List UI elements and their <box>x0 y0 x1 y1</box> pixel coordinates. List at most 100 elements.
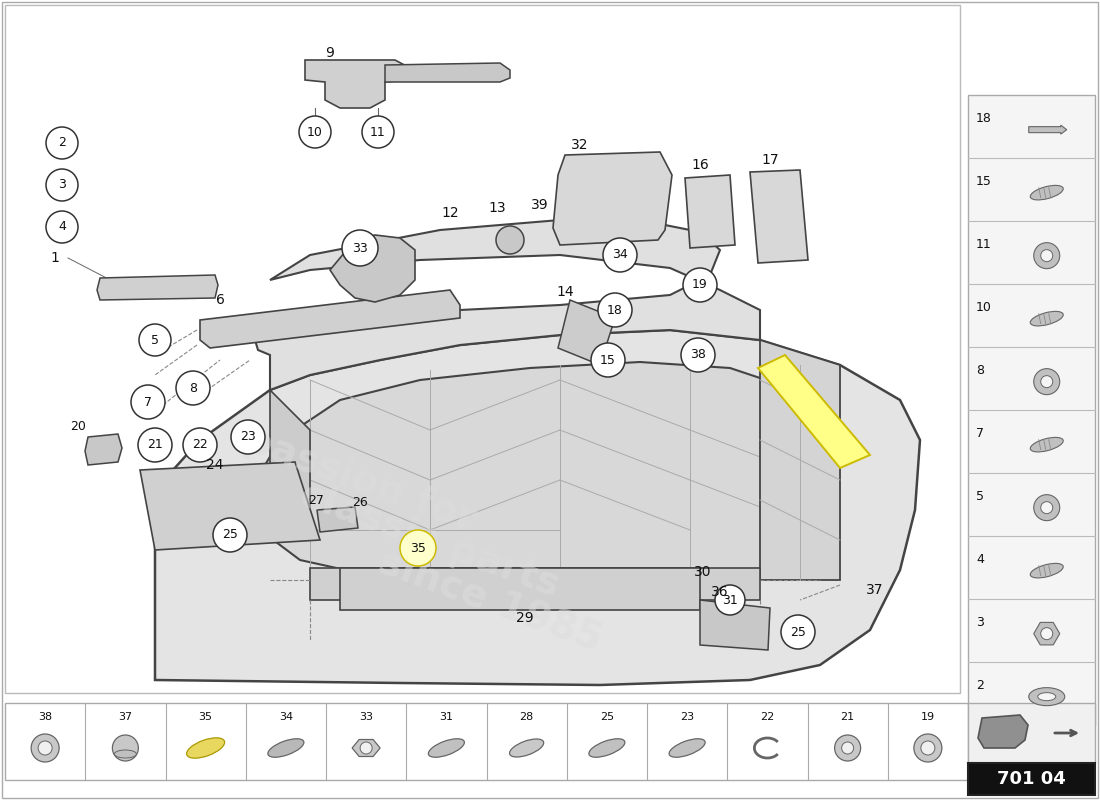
Polygon shape <box>685 175 735 248</box>
Circle shape <box>1041 250 1053 262</box>
Text: 27: 27 <box>308 494 323 506</box>
Text: 5: 5 <box>976 490 984 503</box>
Circle shape <box>921 741 935 755</box>
Text: 31: 31 <box>439 712 453 722</box>
Text: 24: 24 <box>207 458 223 472</box>
Ellipse shape <box>1031 186 1064 200</box>
Polygon shape <box>200 290 460 348</box>
Circle shape <box>231 420 265 454</box>
Polygon shape <box>758 355 870 468</box>
Text: 19: 19 <box>692 278 708 291</box>
Text: 30: 30 <box>694 565 712 579</box>
Circle shape <box>1034 494 1059 521</box>
Polygon shape <box>255 220 760 390</box>
Text: 20: 20 <box>70 421 86 434</box>
Circle shape <box>46 127 78 159</box>
Circle shape <box>299 116 331 148</box>
Bar <box>968 95 1094 725</box>
Circle shape <box>400 530 436 566</box>
Circle shape <box>603 238 637 272</box>
Text: 37: 37 <box>867 583 883 597</box>
Text: 11: 11 <box>976 238 992 251</box>
Text: 10: 10 <box>307 126 323 138</box>
Text: 31: 31 <box>722 594 738 606</box>
Text: 38: 38 <box>39 712 52 722</box>
Text: classic parts: classic parts <box>295 475 564 605</box>
Text: 6: 6 <box>216 293 224 307</box>
Text: 34: 34 <box>278 712 293 722</box>
Circle shape <box>496 226 524 254</box>
Text: 16: 16 <box>691 158 708 172</box>
Text: 701 04: 701 04 <box>997 770 1066 788</box>
Circle shape <box>362 116 394 148</box>
Ellipse shape <box>1037 693 1056 701</box>
Ellipse shape <box>268 738 304 758</box>
Text: 23: 23 <box>680 712 694 722</box>
Circle shape <box>681 338 715 372</box>
Ellipse shape <box>187 738 224 758</box>
Circle shape <box>46 169 78 201</box>
Text: 7: 7 <box>976 427 984 441</box>
Text: 9: 9 <box>326 46 334 60</box>
Text: 7: 7 <box>144 395 152 409</box>
Circle shape <box>39 741 52 755</box>
Polygon shape <box>330 235 415 302</box>
Text: 25: 25 <box>790 626 806 638</box>
Circle shape <box>914 734 942 762</box>
Text: 25: 25 <box>600 712 614 722</box>
Polygon shape <box>553 152 672 245</box>
Circle shape <box>1034 242 1059 269</box>
Circle shape <box>715 585 745 615</box>
Text: 17: 17 <box>761 153 779 167</box>
Text: 18: 18 <box>607 303 623 317</box>
Text: 4: 4 <box>976 554 983 566</box>
Text: 33: 33 <box>352 242 367 254</box>
Circle shape <box>31 734 59 762</box>
Text: 21: 21 <box>840 712 855 722</box>
Text: 8: 8 <box>189 382 197 394</box>
Text: 4: 4 <box>58 221 66 234</box>
Text: since 1985: since 1985 <box>373 542 607 658</box>
Text: 28: 28 <box>519 712 534 722</box>
Polygon shape <box>700 600 770 650</box>
Polygon shape <box>305 60 410 108</box>
Text: 23: 23 <box>240 430 256 443</box>
Circle shape <box>360 742 372 754</box>
Polygon shape <box>750 170 808 263</box>
Text: 37: 37 <box>119 712 132 722</box>
Text: 34: 34 <box>612 249 628 262</box>
Polygon shape <box>155 330 920 685</box>
Ellipse shape <box>1028 688 1065 706</box>
Text: 18: 18 <box>976 113 992 126</box>
Polygon shape <box>1034 622 1059 645</box>
Polygon shape <box>340 568 700 610</box>
Circle shape <box>1041 628 1053 640</box>
Text: 22: 22 <box>192 438 208 451</box>
Bar <box>968 763 1094 795</box>
Ellipse shape <box>1031 563 1064 578</box>
Text: 21: 21 <box>147 438 163 451</box>
Circle shape <box>213 518 248 552</box>
Text: 22: 22 <box>760 712 774 722</box>
Circle shape <box>342 230 378 266</box>
FancyArrow shape <box>1028 125 1067 134</box>
Text: 12: 12 <box>441 206 459 220</box>
Circle shape <box>183 428 217 462</box>
Text: 19: 19 <box>921 712 935 722</box>
Text: 10: 10 <box>976 302 992 314</box>
Bar <box>968 703 1094 763</box>
Text: passion for: passion for <box>239 421 481 539</box>
Text: 8: 8 <box>976 365 984 378</box>
Circle shape <box>598 293 632 327</box>
Text: 33: 33 <box>359 712 373 722</box>
Text: 11: 11 <box>370 126 386 138</box>
Ellipse shape <box>1031 311 1064 326</box>
Text: 3: 3 <box>58 178 66 191</box>
Text: 1: 1 <box>51 251 59 265</box>
Bar <box>6 5 960 693</box>
Ellipse shape <box>588 738 625 758</box>
Text: 5: 5 <box>151 334 160 346</box>
Text: 32: 32 <box>571 138 588 152</box>
Text: 2: 2 <box>58 137 66 150</box>
Polygon shape <box>558 300 615 365</box>
